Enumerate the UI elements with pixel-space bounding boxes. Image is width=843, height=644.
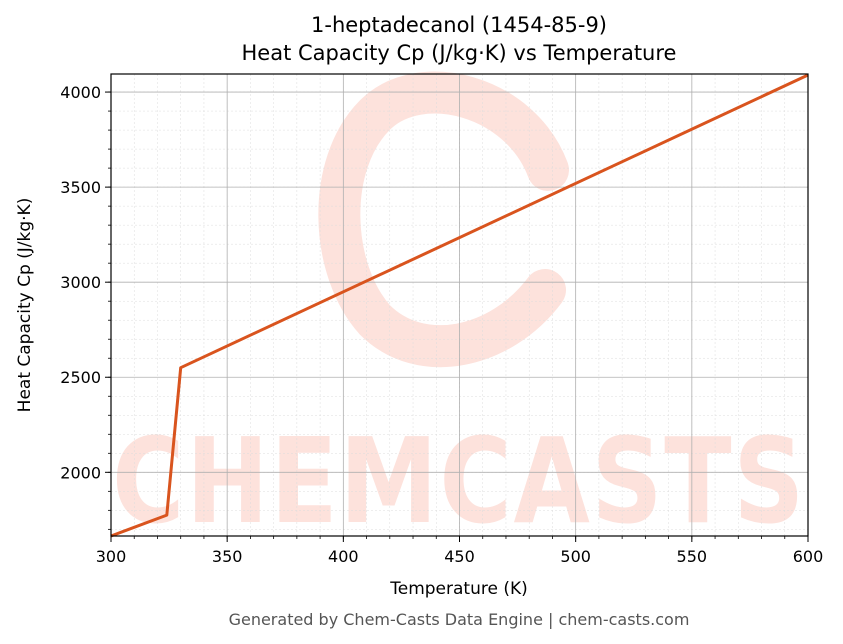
y-axis-label: Heat Capacity Cp (J/kg·K) (15, 198, 35, 413)
x-tick-label: 300 (96, 547, 127, 566)
x-axis: 300 350 400 450 500 550 600 (96, 536, 824, 566)
y-axis: 2000 2500 3000 3500 4000 (60, 83, 111, 530)
x-tick-label: 600 (793, 547, 824, 566)
x-tick-label: 350 (212, 547, 243, 566)
x-axis-label: Temperature (K) (389, 579, 528, 599)
x-tick-label: 450 (444, 547, 475, 566)
y-tick-label: 4000 (60, 83, 101, 102)
y-tick-label: 2000 (60, 463, 101, 482)
chart-title: 1-heptadecanol (1454-85-9) (311, 13, 607, 37)
y-tick-label: 3500 (60, 178, 101, 197)
footer-credit: Generated by Chem-Casts Data Engine | ch… (229, 610, 690, 629)
x-tick-label: 400 (328, 547, 359, 566)
chart-subtitle: Heat Capacity Cp (J/kg·K) vs Temperature (242, 41, 677, 65)
y-tick-label: 3000 (60, 273, 101, 292)
y-tick-label: 2500 (60, 368, 101, 387)
watermark-logo-icon (318, 71, 569, 368)
series-layer (110, 73, 809, 538)
x-tick-label: 550 (677, 547, 708, 566)
x-tick-label: 500 (560, 547, 591, 566)
series-line (110, 73, 809, 538)
